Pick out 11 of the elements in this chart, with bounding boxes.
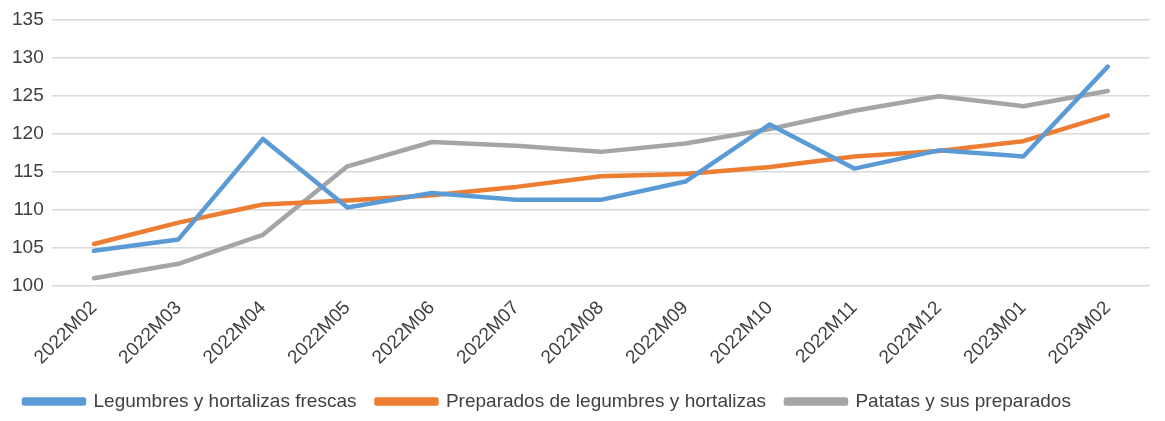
legend-label: Legumbres y hortalizas frescas	[93, 389, 357, 411]
y-tick-label: 105	[12, 236, 44, 258]
y-tick-label: 125	[12, 83, 44, 105]
y-tick-label: 100	[12, 274, 44, 296]
y-tick-label: 130	[12, 45, 44, 67]
y-tick-label: 120	[12, 121, 44, 143]
legend-label: Preparados de legumbres y hortalizas	[445, 389, 766, 411]
y-tick-label: 135	[12, 7, 44, 29]
legend-label: Patatas y sus preparados	[855, 389, 1071, 411]
y-tick-label: 110	[13, 197, 44, 219]
y-tick-label: 115	[13, 159, 44, 181]
